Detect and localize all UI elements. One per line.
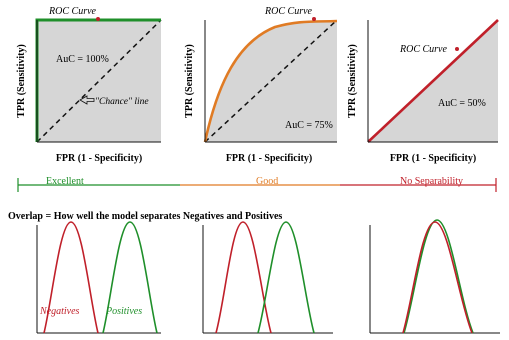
positives-curve xyxy=(257,221,315,334)
positives-curve xyxy=(102,221,158,334)
auc-fill-area xyxy=(205,21,337,142)
distribution-panel-no-separability xyxy=(369,219,500,334)
roc-curve-label: ROC Curve xyxy=(48,6,97,17)
y-axis-label: TPR (Sensitivity) xyxy=(16,44,27,118)
roc-label-marker xyxy=(455,47,459,51)
roc-curve-no-separability xyxy=(367,19,499,143)
roc-label-marker xyxy=(96,17,100,21)
roc-panel-good: ROC Curve AuC = 75% TPR (Sensitivity) FP… xyxy=(184,6,338,164)
roc-label-marker xyxy=(312,17,316,21)
negatives-curve xyxy=(215,221,272,334)
negatives-label: Negatives xyxy=(39,306,80,317)
y-axis-label: TPR (Sensitivity) xyxy=(347,44,358,118)
auc-label: AuC = 100% xyxy=(56,54,109,65)
separability-scale: Excellent Good No Separability xyxy=(17,176,497,192)
scale-label-good: Good xyxy=(256,176,278,187)
chance-line xyxy=(204,19,338,143)
roc-panel-no-separability: ROC Curve AuC = 50% TPR (Sensitivity) FP… xyxy=(347,19,499,164)
positives-curve xyxy=(403,219,474,334)
auc-label: AuC = 50% xyxy=(438,98,486,109)
roc-curve-label: ROC Curve xyxy=(264,6,313,17)
positives-label: Positives xyxy=(105,306,142,317)
roc-curve-label: ROC Curve xyxy=(399,44,448,55)
scale-label-no-separability: No Separability xyxy=(400,176,463,187)
x-axis-label: FPR (1 - Specificity) xyxy=(226,153,312,164)
distribution-panel-good xyxy=(202,221,333,334)
roc-panel-excellent: ROC Curve AuC = 100% "Chance" line TPR (… xyxy=(16,6,162,164)
distribution-panel-excellent: Negatives Positives xyxy=(36,221,161,334)
chance-line-label: "Chance" line xyxy=(95,97,149,107)
x-axis-label: FPR (1 - Specificity) xyxy=(390,153,476,164)
arrow-icon xyxy=(79,95,95,105)
scale-label-excellent: Excellent xyxy=(46,176,84,187)
roc-curve-good xyxy=(203,19,338,143)
chance-line xyxy=(36,19,162,143)
x-axis-label: FPR (1 - Specificity) xyxy=(56,153,142,164)
negatives-curve xyxy=(43,221,99,334)
y-axis-label: TPR (Sensitivity) xyxy=(184,44,195,118)
overlap-title: Overlap = How well the model separates N… xyxy=(8,211,282,222)
auc-label: AuC = 75% xyxy=(285,120,333,131)
negatives-curve xyxy=(402,221,473,334)
